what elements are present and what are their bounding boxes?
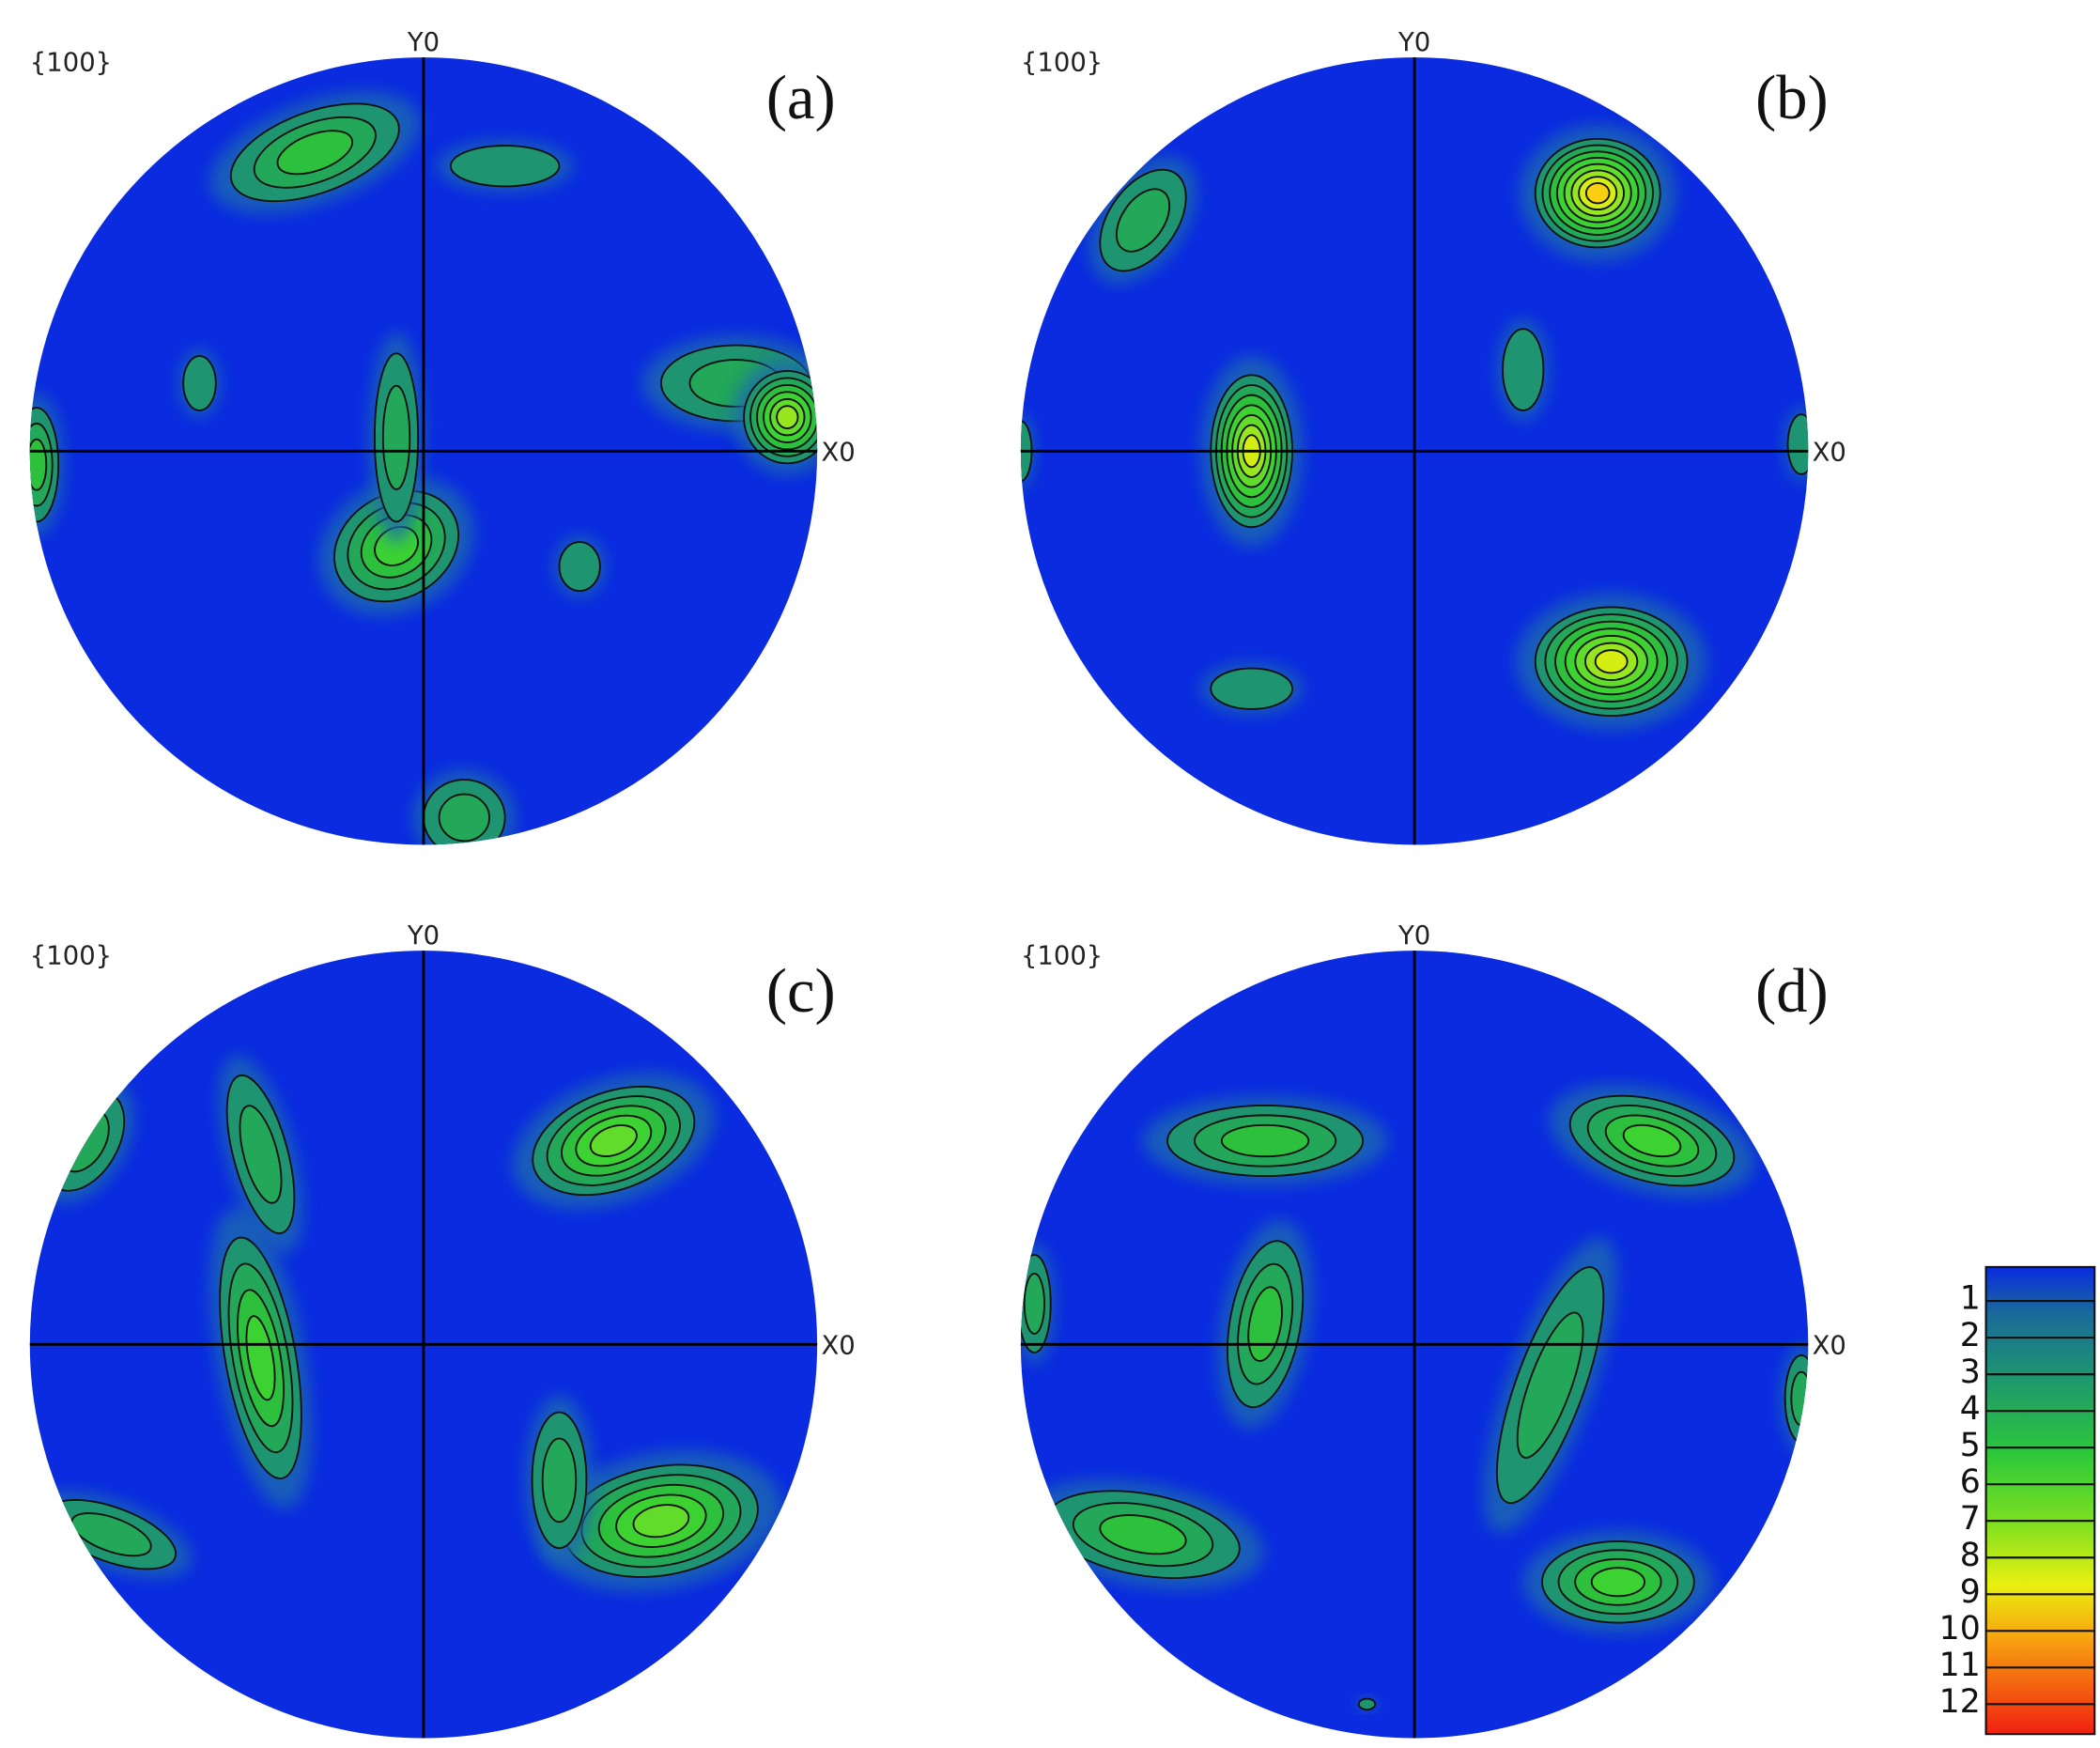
texture-blob bbox=[209, 91, 421, 214]
legend-level: 11 bbox=[1939, 1647, 1981, 1684]
contour bbox=[1220, 1123, 1310, 1158]
contour bbox=[1023, 1273, 1045, 1335]
contour bbox=[1786, 413, 1809, 475]
texture-blob bbox=[437, 140, 573, 192]
contour bbox=[1622, 1123, 1682, 1158]
contour bbox=[182, 355, 217, 411]
contour bbox=[70, 1512, 152, 1557]
texture-blob bbox=[318, 476, 474, 616]
texture-blob bbox=[1522, 1531, 1714, 1633]
texture-blob bbox=[1497, 318, 1549, 421]
y-axis-label: Y0 bbox=[407, 921, 440, 951]
legend-level: 3 bbox=[1960, 1354, 1981, 1391]
contour bbox=[449, 145, 561, 188]
legend-level: 4 bbox=[1960, 1390, 1981, 1428]
texture-blob bbox=[1200, 663, 1303, 715]
x-axis-label: X0 bbox=[821, 438, 855, 467]
contour bbox=[438, 793, 490, 843]
texture-blob bbox=[1356, 1697, 1378, 1711]
texture-blob bbox=[413, 769, 516, 845]
texture-blob bbox=[30, 1491, 193, 1578]
contour bbox=[1594, 649, 1629, 674]
texture-blob bbox=[218, 1055, 303, 1254]
contour bbox=[776, 405, 799, 429]
panel-label: (a) bbox=[766, 64, 836, 132]
y-axis-label: Y0 bbox=[407, 28, 440, 57]
panel-label: (c) bbox=[766, 957, 836, 1026]
contour bbox=[1584, 181, 1611, 205]
pole-label: {100} bbox=[1021, 942, 1103, 971]
pole-figure: {100} Y0 X0 (d) bbox=[1020, 921, 1846, 1739]
contour bbox=[541, 1437, 578, 1524]
contour bbox=[239, 1105, 283, 1204]
legend-level: 1 bbox=[1960, 1280, 1981, 1318]
texture-blob bbox=[554, 535, 606, 597]
contour bbox=[1590, 1567, 1645, 1598]
contour bbox=[1210, 667, 1293, 710]
legend-level: 10 bbox=[1939, 1610, 1981, 1647]
texture-blob bbox=[540, 1450, 782, 1591]
pole-figure: {100} Y0 X0 (a) bbox=[29, 28, 856, 845]
pole-figure: {100} Y0 X0 (c) bbox=[29, 921, 856, 1739]
legend-level: 7 bbox=[1960, 1500, 1981, 1538]
pole-label: {100} bbox=[30, 49, 112, 78]
contour bbox=[1790, 1370, 1809, 1427]
texture-blob bbox=[512, 1073, 715, 1209]
texture-blob bbox=[1089, 157, 1197, 284]
x-axis-label: X0 bbox=[1813, 1331, 1846, 1360]
contour bbox=[1502, 328, 1545, 411]
y-axis-label: Y0 bbox=[1397, 28, 1430, 57]
contour bbox=[29, 438, 48, 491]
x-axis-label: X0 bbox=[1813, 438, 1846, 467]
panel-label: (b) bbox=[1755, 64, 1829, 132]
contour bbox=[245, 1315, 276, 1401]
texture-blob bbox=[733, 359, 818, 475]
texture-blob bbox=[1020, 1242, 1056, 1366]
legend-level: 8 bbox=[1960, 1537, 1981, 1574]
texture-blob bbox=[209, 1207, 312, 1509]
contour bbox=[1115, 188, 1171, 253]
contour bbox=[558, 541, 601, 593]
texture-blob bbox=[1549, 1084, 1755, 1198]
contours bbox=[29, 91, 818, 845]
contours bbox=[1020, 1084, 1809, 1711]
legend-level: 2 bbox=[1960, 1317, 1981, 1354]
contour bbox=[1247, 1286, 1283, 1362]
texture-blob bbox=[525, 1395, 594, 1566]
contour bbox=[632, 1504, 690, 1539]
legend-level: 5 bbox=[1960, 1427, 1981, 1464]
texture-blob bbox=[1217, 1220, 1313, 1429]
contour bbox=[1357, 1697, 1377, 1711]
pole-label: {100} bbox=[30, 942, 112, 971]
contour bbox=[1099, 1514, 1187, 1555]
contour bbox=[276, 130, 354, 176]
texture-blob bbox=[1516, 594, 1706, 730]
legend-level: 6 bbox=[1960, 1463, 1981, 1501]
texture-blob bbox=[1483, 1237, 1617, 1533]
contour bbox=[1516, 1311, 1584, 1459]
panel-label: (d) bbox=[1755, 957, 1829, 1026]
texture-blob bbox=[369, 332, 424, 543]
texture-blob bbox=[1781, 1344, 1809, 1453]
contour bbox=[381, 384, 411, 490]
x-axis-label: X0 bbox=[821, 1331, 855, 1360]
legend-level: 9 bbox=[1960, 1573, 1981, 1611]
pole-figure: {100} Y0 X0 (b) bbox=[1020, 28, 1846, 845]
legend-bar bbox=[1984, 1265, 2096, 1736]
legend-level: 12 bbox=[1939, 1683, 1981, 1721]
texture-blob bbox=[29, 393, 64, 536]
texture-blob bbox=[178, 348, 221, 418]
texture-blob bbox=[1143, 1096, 1388, 1185]
pole-label: {100} bbox=[1021, 49, 1103, 78]
texture-blob bbox=[1783, 407, 1809, 482]
y-axis-label: Y0 bbox=[1397, 921, 1430, 951]
texture-blob bbox=[1520, 125, 1676, 261]
contour bbox=[589, 1124, 638, 1157]
